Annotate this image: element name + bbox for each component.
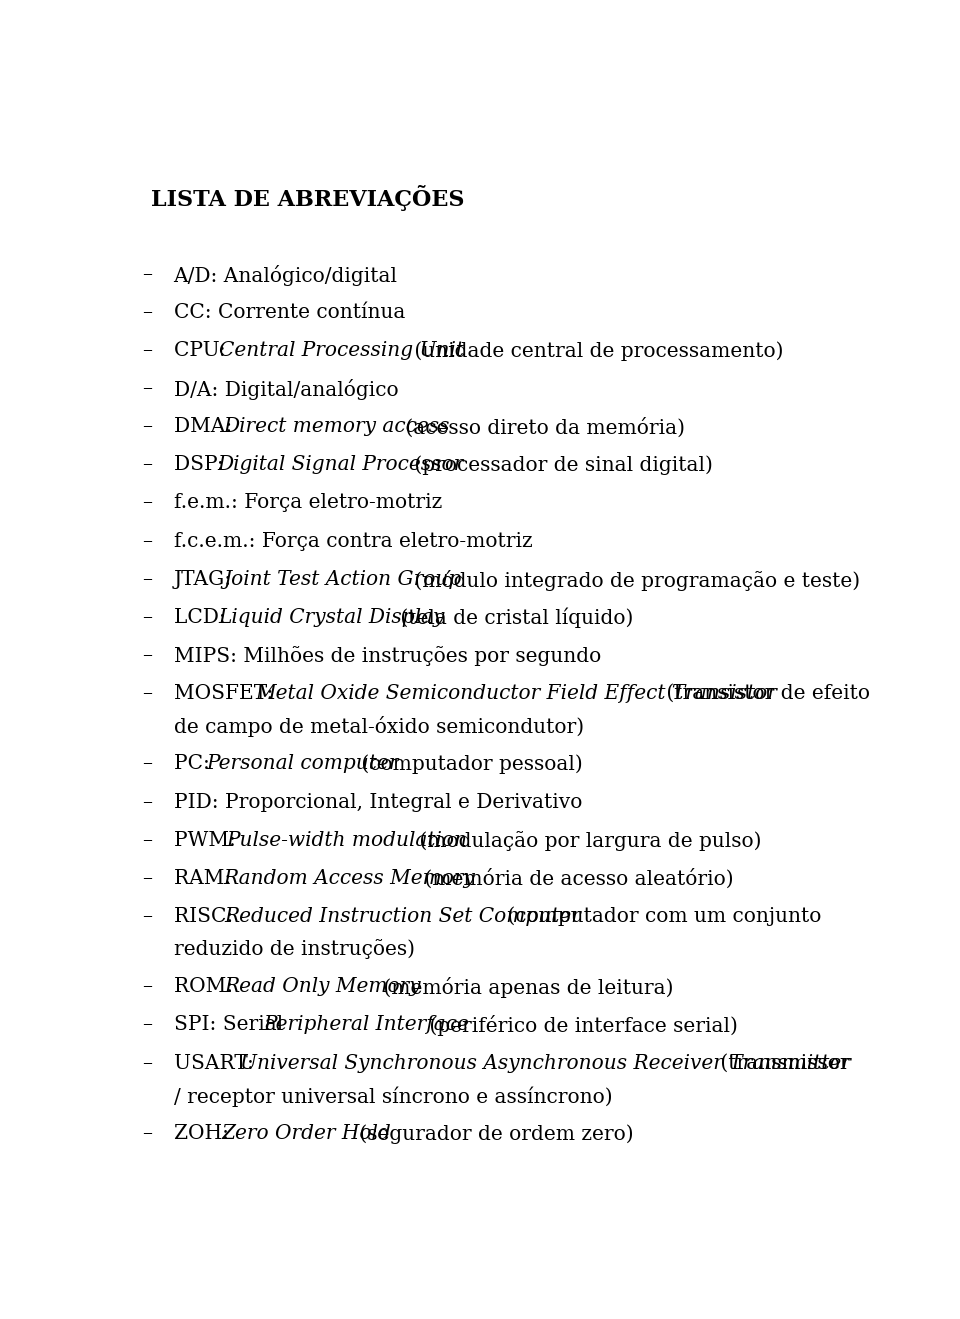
Text: Metal Oxide Semiconductor Field Effect Transistor: Metal Oxide Semiconductor Field Effect T… xyxy=(255,683,778,703)
Text: (computador pessoal): (computador pessoal) xyxy=(355,754,583,774)
Text: MOSFET:: MOSFET: xyxy=(174,683,279,703)
Text: (modulação por largura de pulso): (modulação por largura de pulso) xyxy=(413,831,761,851)
Text: –: – xyxy=(142,455,153,475)
Text: PWM:: PWM: xyxy=(174,831,242,849)
Text: –: – xyxy=(142,683,153,703)
Text: –: – xyxy=(142,831,153,849)
Text: Digital Signal Processor: Digital Signal Processor xyxy=(217,455,464,475)
Text: –: – xyxy=(142,417,153,437)
Text: Reduced Instruction Set Computer: Reduced Instruction Set Computer xyxy=(225,906,582,926)
Text: PID: Proporcional, Integral e Derivativo: PID: Proporcional, Integral e Derivativo xyxy=(174,793,582,811)
Text: (transmissor: (transmissor xyxy=(714,1054,850,1072)
Text: –: – xyxy=(142,342,153,360)
Text: CC: Corrente contínua: CC: Corrente contínua xyxy=(174,303,405,322)
Text: –: – xyxy=(142,977,153,996)
Text: Personal computer: Personal computer xyxy=(206,754,398,773)
Text: ROM:: ROM: xyxy=(174,977,239,996)
Text: f.c.e.m.: Força contra eletro-motriz: f.c.e.m.: Força contra eletro-motriz xyxy=(174,532,532,550)
Text: LISTA DE ABREVIAÇÕES: LISTA DE ABREVIAÇÕES xyxy=(152,185,465,211)
Text: –: – xyxy=(142,1054,153,1072)
Text: –: – xyxy=(142,646,153,665)
Text: (unidade central de processamento): (unidade central de processamento) xyxy=(409,342,784,361)
Text: (periférico de interface serial): (periférico de interface serial) xyxy=(422,1016,737,1037)
Text: –: – xyxy=(142,379,153,398)
Text: PC:: PC: xyxy=(174,754,216,773)
Text: Central Processing Unit: Central Processing Unit xyxy=(219,342,464,360)
Text: (computador com um conjunto: (computador com um conjunto xyxy=(501,906,822,926)
Text: –: – xyxy=(142,754,153,773)
Text: f.e.m.: Força eletro-motriz: f.e.m.: Força eletro-motriz xyxy=(174,493,442,513)
Text: SPI: Serial: SPI: Serial xyxy=(174,1016,289,1034)
Text: (memória de acesso aleatório): (memória de acesso aleatório) xyxy=(419,869,733,889)
Text: –: – xyxy=(142,869,153,888)
Text: D/A: Digital/analógico: D/A: Digital/analógico xyxy=(174,379,398,400)
Text: –: – xyxy=(142,493,153,513)
Text: Direct memory access: Direct memory access xyxy=(224,417,450,437)
Text: LCD:: LCD: xyxy=(174,608,231,627)
Text: Peripheral Interface: Peripheral Interface xyxy=(263,1016,469,1034)
Text: (acesso direto da memória): (acesso direto da memória) xyxy=(399,417,685,438)
Text: (memória apenas de leitura): (memória apenas de leitura) xyxy=(376,977,673,998)
Text: JTAG:: JTAG: xyxy=(174,570,238,588)
Text: de campo de metal-óxido semicondutor): de campo de metal-óxido semicondutor) xyxy=(174,716,584,737)
Text: –: – xyxy=(142,265,153,284)
Text: (segurador de ordem zero): (segurador de ordem zero) xyxy=(352,1124,634,1144)
Text: Universal Synchronous Asynchronous Receiver Transmitter: Universal Synchronous Asynchronous Recei… xyxy=(240,1054,852,1072)
Text: (tela de cristal líquido): (tela de cristal líquido) xyxy=(394,608,634,628)
Text: RAM:: RAM: xyxy=(174,869,237,888)
Text: DSP:: DSP: xyxy=(174,455,229,475)
Text: A/D: Analógico/digital: A/D: Analógico/digital xyxy=(174,265,397,286)
Text: –: – xyxy=(142,570,153,588)
Text: RISC:: RISC: xyxy=(174,906,239,926)
Text: –: – xyxy=(142,532,153,550)
Text: USART:: USART: xyxy=(174,1054,260,1072)
Text: ZOH:: ZOH: xyxy=(174,1124,235,1144)
Text: Liquid Crystal Display: Liquid Crystal Display xyxy=(219,608,445,627)
Text: –: – xyxy=(142,303,153,322)
Text: –: – xyxy=(142,1016,153,1034)
Text: Random Access Memory: Random Access Memory xyxy=(223,869,475,888)
Text: CPU:: CPU: xyxy=(174,342,231,360)
Text: Pulse-width modulation: Pulse-width modulation xyxy=(227,831,468,849)
Text: (processador de sinal digital): (processador de sinal digital) xyxy=(408,455,712,475)
Text: (transistor de efeito: (transistor de efeito xyxy=(660,683,870,703)
Text: –: – xyxy=(142,1124,153,1144)
Text: / receptor universal síncrono e assíncrono): / receptor universal síncrono e assíncro… xyxy=(174,1086,612,1107)
Text: –: – xyxy=(142,906,153,926)
Text: MIPS: Milhões de instruções por segundo: MIPS: Milhões de instruções por segundo xyxy=(174,646,601,666)
Text: Read Only Memory: Read Only Memory xyxy=(225,977,420,996)
Text: reduzido de instruções): reduzido de instruções) xyxy=(174,939,415,959)
Text: Joint Test Action Group: Joint Test Action Group xyxy=(224,570,462,588)
Text: (módulo integrado de programação e teste): (módulo integrado de programação e teste… xyxy=(408,570,860,591)
Text: DMA:: DMA: xyxy=(174,417,238,437)
Text: Zero Order Hold: Zero Order Hold xyxy=(221,1124,391,1144)
Text: –: – xyxy=(142,608,153,627)
Text: –: – xyxy=(142,793,153,811)
